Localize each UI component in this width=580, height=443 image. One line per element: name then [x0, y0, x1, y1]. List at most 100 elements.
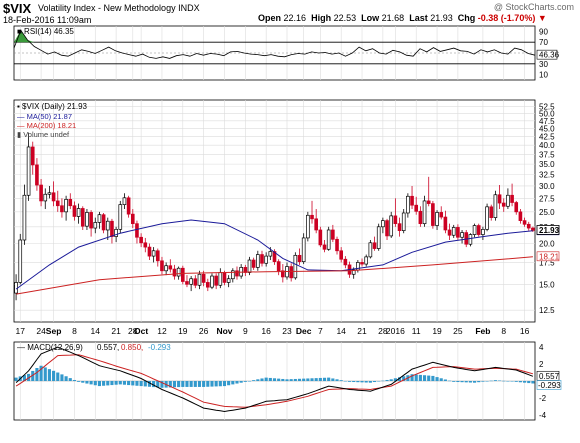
- high-label: High: [311, 13, 332, 23]
- rsi-last-tag-box: [536, 49, 558, 60]
- exchange-text: INDX: [178, 3, 200, 13]
- x-tick-label: 28: [378, 326, 388, 336]
- macd-legend-title: — MACD(12,26,9): [17, 343, 83, 352]
- macd-hist-bar: [122, 381, 127, 385]
- macd-hist-bar: [152, 381, 156, 388]
- macd-hist-bar: [381, 380, 385, 382]
- price-tick-label: 37.5: [539, 150, 555, 159]
- macd-signal-line: [15, 354, 534, 408]
- macd-hist-bar: [318, 377, 322, 381]
- candle-body: [368, 242, 373, 258]
- x-tick-label: 26: [199, 326, 209, 336]
- candle-body: [501, 202, 506, 207]
- macd-hist-bar: [139, 381, 143, 387]
- candle-body: [143, 242, 148, 248]
- x-tick-label: Sep: [46, 326, 62, 336]
- candle-body: [51, 192, 56, 202]
- candle-body: [210, 275, 214, 288]
- ma200-tag-box: [536, 251, 560, 262]
- candle-body: [401, 212, 406, 231]
- x-tick-label: 16: [261, 326, 271, 336]
- x-tick-label: 14: [91, 326, 101, 336]
- chg-arrow-icon: ▼: [537, 13, 547, 23]
- macd-hist-bar: [231, 381, 235, 385]
- rsi-legend: ■ RSI(14) 46.35: [17, 27, 74, 36]
- quote-datetime: 18-Feb-2016 11:09am: [3, 15, 92, 25]
- rsi-tick-label: 30: [539, 60, 548, 69]
- candle-body: [406, 195, 410, 214]
- brand-watermark: @ StockCharts.com: [493, 2, 574, 12]
- macd-hist-bar: [97, 381, 102, 387]
- high-value: 22.53: [333, 13, 357, 23]
- x-tick-label: 23: [282, 326, 292, 336]
- macd-hist-bar: [431, 375, 435, 381]
- x-tick-label: 24: [36, 326, 46, 336]
- x-tick-label: 25: [453, 326, 463, 336]
- macd-hist-bar: [360, 381, 364, 383]
- macd-hist-bar: [172, 381, 177, 388]
- macd-hist-bar: [306, 378, 310, 381]
- price-tick-label: 27.5: [539, 194, 555, 203]
- candle-body: [472, 225, 477, 235]
- candle-body: [481, 228, 485, 235]
- candle-body: [85, 212, 89, 227]
- macd-hist-bar: [422, 375, 427, 381]
- macd-hist-bar: [347, 381, 352, 382]
- macd-hist-bar: [410, 374, 414, 381]
- macd-hist-bar: [447, 380, 452, 382]
- candle-body: [360, 262, 364, 265]
- macd-hist-bar: [527, 381, 531, 384]
- candle-body: [381, 220, 385, 228]
- x-tick-label: 16: [520, 326, 530, 336]
- candle-body: [351, 269, 356, 275]
- candle-body: [310, 214, 314, 220]
- candle-body: [118, 204, 123, 230]
- rsi-last-tag: 46.36: [539, 51, 560, 60]
- candle-body: [268, 251, 273, 257]
- candle-body: [43, 193, 48, 202]
- x-tick-label: 8: [72, 326, 77, 336]
- macd-hist-bar: [22, 375, 26, 381]
- macd-hist-bar: [260, 378, 264, 381]
- macd-hist-bar: [485, 381, 489, 382]
- macd-hist-bar: [477, 381, 481, 383]
- candle-body: [485, 206, 489, 230]
- macd-hist-bar: [160, 381, 164, 388]
- rsi-tick-label: 10: [539, 71, 548, 80]
- candle-body: [518, 211, 523, 221]
- macd-hist-bar: [364, 381, 368, 383]
- macd-hist-bar: [60, 374, 64, 381]
- candle-body: [22, 194, 27, 241]
- candle-body: [26, 146, 31, 196]
- rsi-line: [13, 29, 536, 59]
- candle-body: [251, 259, 256, 268]
- macd-hist-bar: [89, 381, 93, 385]
- macd-hist-bar: [277, 378, 281, 381]
- candle-body: [460, 232, 464, 238]
- candle-body: [526, 223, 531, 229]
- price-tick-label: 45.0: [539, 124, 555, 133]
- ma200-legend: — MA(200) 18.21: [17, 121, 76, 130]
- macd-last-tag: 0.557: [539, 372, 560, 381]
- candle-body: [301, 237, 306, 262]
- candle-body: [260, 254, 264, 264]
- candle-body: [189, 278, 193, 285]
- low-label: Low: [361, 13, 380, 23]
- candle-body: [372, 242, 377, 249]
- candle-body: [343, 258, 348, 266]
- chg-value: -0.38 (-1.70%): [477, 13, 536, 23]
- macd-hist-bar: [14, 377, 18, 381]
- x-tick-label: 7: [318, 326, 323, 336]
- ma200-tag: 18.21: [539, 252, 560, 261]
- x-tick-label: 12: [157, 326, 167, 336]
- candle-body: [201, 273, 206, 283]
- macd-hist-bar: [331, 378, 335, 381]
- candle-body: [306, 214, 310, 239]
- macd-hist-bar: [339, 380, 343, 381]
- last-label: Last: [409, 13, 428, 23]
- macd-hist-bar: [135, 381, 139, 386]
- candle-body: [193, 278, 198, 286]
- macd-hist-bar: [531, 381, 535, 384]
- x-tick-label: 11: [412, 326, 421, 336]
